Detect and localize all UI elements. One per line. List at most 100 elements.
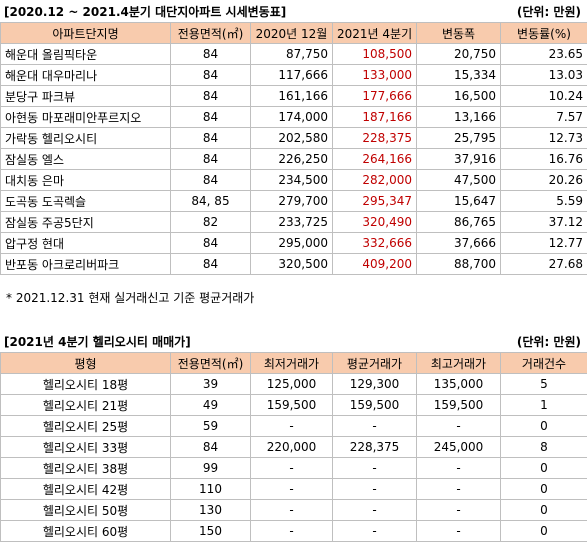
header-max-price: 최고거래가 (416, 352, 501, 374)
unit-type-cell: 헬리오시티 33평 (0, 436, 171, 458)
unit-type-cell: 헬리오시티 42평 (0, 478, 171, 500)
header-change: 변동폭 (416, 22, 501, 44)
change-cell: 47,500 (416, 169, 501, 191)
min-price-cell: 159,500 (250, 394, 333, 416)
dec-2020-price-cell: 161,166 (250, 85, 333, 107)
area-cell: 84 (170, 232, 251, 254)
min-price-cell: - (250, 520, 333, 542)
price-change-table: 아파트단지명 전용면적(㎡) 2020년 12월 2021년 4분기 변동폭 변… (0, 22, 587, 275)
change-rate-cell: 12.73 (500, 127, 587, 149)
complex-name-cell: 도곡동 도곡렉슬 (0, 190, 171, 212)
area-cell: 84 (170, 43, 251, 65)
area-cell: 150 (170, 520, 251, 542)
max-price-cell: 159,500 (416, 394, 501, 416)
deal-count-cell: 0 (500, 457, 587, 479)
dec-2020-price-cell: 202,580 (250, 127, 333, 149)
area-cell: 84 (170, 253, 251, 275)
complex-name-cell: 대치동 은마 (0, 169, 171, 191)
table-row: 대치동 은마 84 234,500 282,000 47,500 20.26 (0, 169, 587, 191)
avg-price-cell: - (332, 520, 417, 542)
table-row: 압구정 현대 84 295,000 332,666 37,666 12.77 (0, 232, 587, 254)
q4-2021-price-cell: 332,666 (332, 232, 417, 254)
area-cell: 84 (170, 64, 251, 86)
change-cell: 25,795 (416, 127, 501, 149)
max-price-cell: 245,000 (416, 436, 501, 458)
dec-2020-price-cell: 117,666 (250, 64, 333, 86)
change-cell: 88,700 (416, 253, 501, 275)
min-price-cell: 125,000 (250, 373, 333, 395)
change-cell: 37,666 (416, 232, 501, 254)
q4-2021-price-cell: 228,375 (332, 127, 417, 149)
table-row: 헬리오시티 18평 39 125,000 129,300 135,000 5 (0, 373, 587, 395)
min-price-cell: - (250, 499, 333, 521)
q4-2021-price-cell: 295,347 (332, 190, 417, 212)
table1-header-row: 아파트단지명 전용면적(㎡) 2020년 12월 2021년 4분기 변동폭 변… (0, 22, 587, 44)
header-area: 전용면적(㎡) (170, 22, 251, 44)
change-rate-cell: 10.24 (500, 85, 587, 107)
max-price-cell: - (416, 478, 501, 500)
header-min-price: 최저거래가 (250, 352, 333, 374)
min-price-cell: - (250, 457, 333, 479)
table-row: 반포동 아크로리버파크 84 320,500 409,200 88,700 27.68 (0, 253, 587, 275)
table-row: 잠실동 엘스 84 226,250 264,166 37,916 16.76 (0, 148, 587, 170)
deal-count-cell: 0 (500, 499, 587, 521)
max-price-cell: - (416, 415, 501, 437)
q4-2021-price-cell: 133,000 (332, 64, 417, 86)
table-row: 해운대 올림픽타운 84 87,750 108,500 20,750 23.65 (0, 43, 587, 65)
header-area: 전용면적(㎡) (170, 352, 251, 374)
table-row: 헬리오시티 33평 84 220,000 228,375 245,000 8 (0, 436, 587, 458)
unit-type-cell: 헬리오시티 25평 (0, 415, 171, 437)
table-row: 가락동 헬리오시티 84 202,580 228,375 25,795 12.73 (0, 127, 587, 149)
change-cell: 13,166 (416, 106, 501, 128)
unit-type-cell: 헬리오시티 18평 (0, 373, 171, 395)
table-row: 아현동 마포래미안푸르지오 84 174,000 187,166 13,166 7.57 (0, 106, 587, 128)
table-row: 분당구 파크뷰 84 161,166 177,666 16,500 10.24 (0, 85, 587, 107)
change-rate-cell: 27.68 (500, 253, 587, 275)
deal-count-cell: 8 (500, 436, 587, 458)
change-rate-cell: 16.76 (500, 148, 587, 170)
area-cell: 99 (170, 457, 251, 479)
area-cell: 84 (170, 127, 251, 149)
area-cell: 84 (170, 148, 251, 170)
area-cell: 84 (170, 85, 251, 107)
change-cell: 15,647 (416, 190, 501, 212)
area-cell: 84 (170, 169, 251, 191)
change-cell: 16,500 (416, 85, 501, 107)
change-rate-cell: 20.26 (500, 169, 587, 191)
change-rate-cell: 13.03 (500, 64, 587, 86)
complex-name-cell: 가락동 헬리오시티 (0, 127, 171, 149)
header-complex-name: 아파트단지명 (0, 22, 171, 44)
q4-2021-price-cell: 320,490 (332, 211, 417, 233)
q4-2021-price-cell: 187,166 (332, 106, 417, 128)
deal-count-cell: 0 (500, 478, 587, 500)
change-rate-cell: 5.59 (500, 190, 587, 212)
header-dec-2020: 2020년 12월 (250, 22, 333, 44)
table-row: 헬리오시티 50평 130- - -0 (0, 499, 587, 521)
change-cell: 37,916 (416, 148, 501, 170)
table1-note: * 2021.12.31 현재 실거래신고 기준 평균거래가 (6, 291, 255, 305)
table1-title: [2020.12 ~ 2021.4분기 대단지아파트 시세변동표] (4, 4, 287, 19)
header-unit-type: 평형 (0, 352, 171, 374)
complex-name-cell: 해운대 대우마리나 (0, 64, 171, 86)
dec-2020-price-cell: 234,500 (250, 169, 333, 191)
q4-2021-price-cell: 409,200 (332, 253, 417, 275)
min-price-cell: 220,000 (250, 436, 333, 458)
header-change-rate: 변동률(%) (500, 22, 587, 44)
table-row: 잠실동 주공5단지 82 233,725 320,490 86,765 37.12 (0, 211, 587, 233)
change-cell: 20,750 (416, 43, 501, 65)
unit-type-cell: 헬리오시티 21평 (0, 394, 171, 416)
area-cell: 84, 85 (170, 190, 251, 212)
q4-2021-price-cell: 264,166 (332, 148, 417, 170)
change-rate-cell: 37.12 (500, 211, 587, 233)
change-cell: 15,334 (416, 64, 501, 86)
avg-price-cell: - (332, 415, 417, 437)
area-cell: 110 (170, 478, 251, 500)
avg-price-cell: 159,500 (332, 394, 417, 416)
max-price-cell: - (416, 520, 501, 542)
table-row: 헬리오시티 21평 49 159,500 159,500 159,500 1 (0, 394, 587, 416)
header-q4-2021: 2021년 4분기 (332, 22, 417, 44)
complex-name-cell: 반포동 아크로리버파크 (0, 253, 171, 275)
unit-type-cell: 헬리오시티 50평 (0, 499, 171, 521)
dec-2020-price-cell: 295,000 (250, 232, 333, 254)
